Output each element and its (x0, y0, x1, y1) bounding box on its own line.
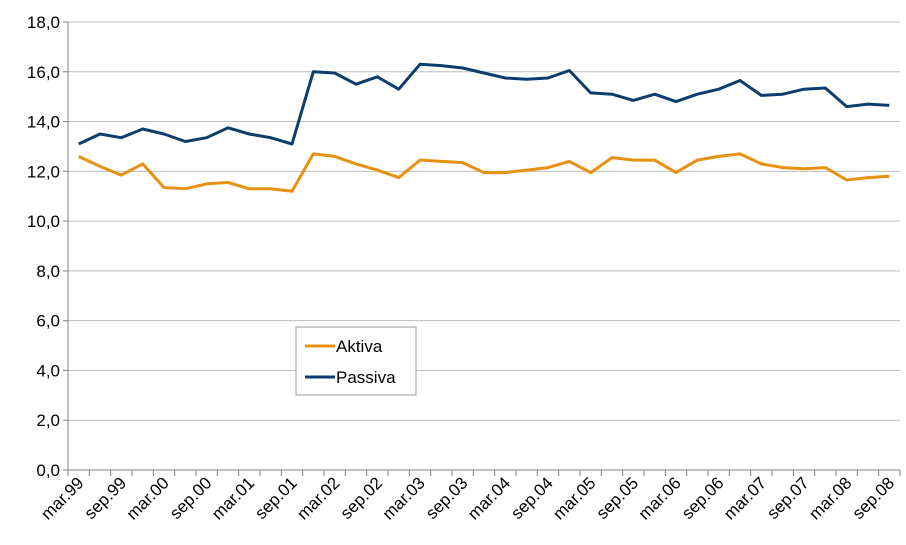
x-tick-label: mar.01 (208, 473, 258, 523)
x-tick-label: sep.00 (166, 473, 216, 523)
y-tick-label: 4,0 (36, 361, 60, 380)
y-tick-label: 14,0 (27, 113, 60, 132)
series-line (78, 152, 890, 193)
y-tick-label: 16,0 (27, 63, 60, 82)
y-tick-label: 10,0 (27, 212, 60, 231)
x-tick-label: sep.04 (507, 473, 557, 523)
x-tick-label: mar.99 (37, 473, 87, 523)
x-tick-label: sep.08 (849, 473, 899, 523)
y-tick-label: 2,0 (36, 411, 60, 430)
x-tick-label: mar.02 (293, 473, 343, 523)
y-tick-label: 6,0 (36, 312, 60, 331)
x-tick-label: mar.00 (123, 473, 173, 523)
x-tick-label: sep.99 (81, 473, 131, 523)
y-tick-label: 8,0 (36, 262, 60, 281)
x-tick-label: sep.05 (593, 473, 643, 523)
x-tick-label: sep.03 (422, 473, 472, 523)
x-tick-label: mar.03 (379, 473, 429, 523)
x-tick-label: mar.05 (549, 473, 599, 523)
x-tick-label: sep.01 (251, 473, 301, 523)
x-tick-label: sep.02 (337, 473, 387, 523)
x-tick-label: mar.06 (635, 473, 685, 523)
y-tick-label: 12,0 (27, 162, 60, 181)
x-tick-label: mar.08 (805, 473, 855, 523)
legend-box (295, 326, 417, 396)
x-tick-label: sep.06 (678, 473, 728, 523)
legend-label: Aktiva (336, 337, 383, 356)
series-line (78, 62, 890, 146)
x-tick-label: sep.07 (763, 473, 813, 523)
legend-label: Passiva (336, 368, 396, 387)
x-tick-label: mar.07 (720, 473, 770, 523)
x-tick-label: mar.04 (464, 473, 514, 523)
y-tick-label: 18,0 (27, 13, 60, 32)
y-tick-label: 0,0 (36, 461, 60, 480)
